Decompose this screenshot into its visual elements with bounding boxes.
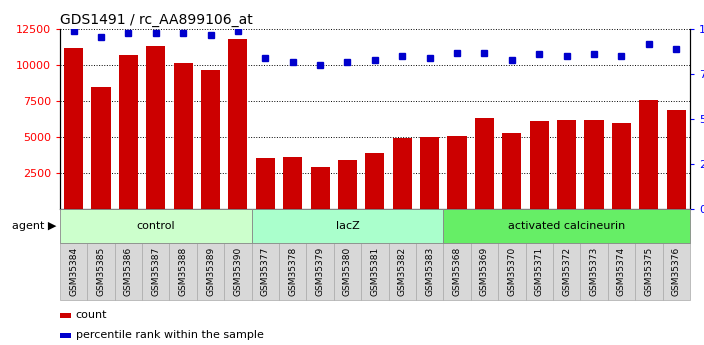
Text: GSM35371: GSM35371 [535,247,543,296]
Text: GDS1491 / rc_AA899106_at: GDS1491 / rc_AA899106_at [60,13,253,27]
Text: GSM35387: GSM35387 [151,247,161,296]
Bar [502,133,522,209]
Text: percentile rank within the sample: percentile rank within the sample [75,330,263,340]
Bar [529,121,549,209]
Bar [635,243,662,300]
Bar [60,209,251,243]
Bar [662,243,690,300]
Text: GSM35386: GSM35386 [124,247,133,296]
Bar [475,118,494,209]
Bar [498,243,526,300]
Text: activated calcineurin: activated calcineurin [508,221,625,231]
Bar [201,69,220,209]
Bar [338,160,357,209]
Bar [60,243,87,300]
Bar [92,87,111,209]
Text: GSM35384: GSM35384 [69,247,78,296]
Text: GSM35380: GSM35380 [343,247,352,296]
Text: GSM35368: GSM35368 [453,247,462,296]
Bar [64,48,83,209]
Text: count: count [75,309,107,319]
Bar [173,63,193,209]
Bar [608,243,635,300]
Bar [389,243,416,300]
Text: control: control [137,221,175,231]
Bar [251,209,444,243]
Bar [526,243,553,300]
Bar [667,110,686,209]
Text: GSM35372: GSM35372 [562,247,571,296]
Bar [416,243,444,300]
Text: lacZ: lacZ [336,221,359,231]
Text: GSM35388: GSM35388 [179,247,188,296]
Text: GSM35377: GSM35377 [260,247,270,296]
Bar [306,243,334,300]
Bar [639,100,658,209]
Bar [612,123,631,209]
Bar [60,333,71,338]
Text: GSM35370: GSM35370 [508,247,516,296]
Text: GSM35382: GSM35382 [398,247,407,296]
Text: GSM35385: GSM35385 [96,247,106,296]
Bar [361,243,389,300]
Bar [119,55,138,209]
Bar [334,243,361,300]
Bar [146,46,165,209]
Text: GSM35389: GSM35389 [206,247,215,296]
Text: GSM35376: GSM35376 [672,247,681,296]
Bar [444,209,690,243]
Text: GSM35390: GSM35390 [234,247,242,296]
Bar [279,243,306,300]
Bar [553,243,580,300]
Text: GSM35373: GSM35373 [589,247,598,296]
Text: GSM35378: GSM35378 [288,247,297,296]
Text: GSM35379: GSM35379 [315,247,325,296]
Text: GSM35369: GSM35369 [480,247,489,296]
Bar [557,120,577,209]
Bar [584,120,603,209]
Bar [365,153,384,209]
Bar [256,158,275,209]
Bar [142,243,170,300]
Bar [310,167,329,209]
Bar [115,243,142,300]
Bar [60,313,71,318]
Bar [224,243,251,300]
Bar [448,136,467,209]
Text: GSM35375: GSM35375 [644,247,653,296]
Bar [393,138,412,209]
Bar [444,243,471,300]
Text: agent ▶: agent ▶ [13,221,57,231]
Bar [283,157,302,209]
Bar [420,137,439,209]
Text: GSM35374: GSM35374 [617,247,626,296]
Bar [251,243,279,300]
Text: GSM35383: GSM35383 [425,247,434,296]
Bar [170,243,197,300]
Text: GSM35381: GSM35381 [370,247,379,296]
Bar [228,39,248,209]
Bar [197,243,224,300]
Bar [87,243,115,300]
Bar [471,243,498,300]
Bar [580,243,608,300]
